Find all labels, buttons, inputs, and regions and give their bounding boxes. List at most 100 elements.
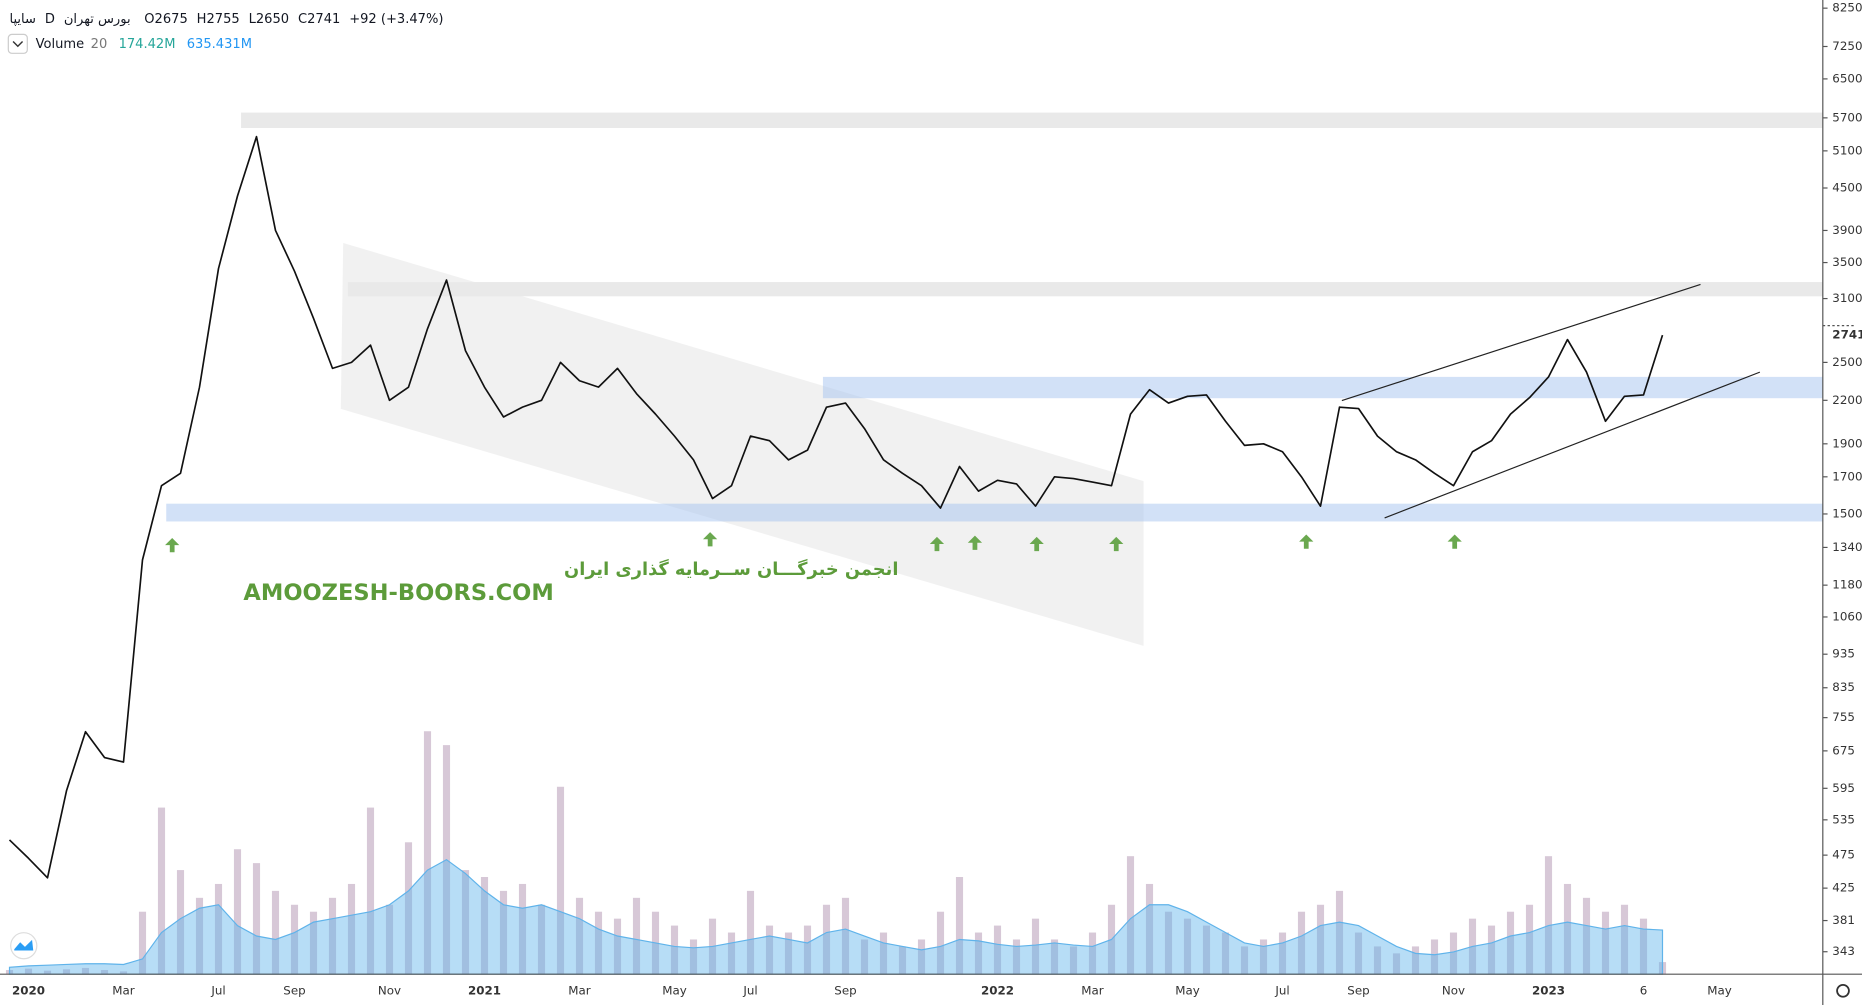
x-tick-label: Jul xyxy=(742,983,757,997)
y-tick-label: 425 xyxy=(1832,881,1855,895)
x-tick-label: Sep xyxy=(834,983,856,997)
x-tick-label: Sep xyxy=(1347,983,1369,997)
y-tick-label: 3900 xyxy=(1832,223,1862,237)
y-tick-label: 2500 xyxy=(1832,355,1862,369)
indicator: Volume xyxy=(36,36,85,51)
volume-bar xyxy=(1487,925,1496,975)
volume-bar xyxy=(423,731,432,975)
volume-bar xyxy=(24,968,33,975)
volume-legend: Volume 20 174.42M 635.431M xyxy=(36,36,252,51)
ohlc-label: C xyxy=(298,11,307,26)
y-tick-label: 755 xyxy=(1832,710,1855,724)
y-tick-label: 5700 xyxy=(1832,110,1862,124)
chevron xyxy=(12,40,24,48)
y-tick-label: 3100 xyxy=(1832,291,1862,305)
volume-bar xyxy=(1183,918,1192,975)
volume-bar xyxy=(1316,904,1325,975)
y-tick-label: 595 xyxy=(1832,781,1855,795)
volume-bar xyxy=(1145,883,1154,975)
arrow-up xyxy=(165,538,180,553)
y-tick-label: 1340 xyxy=(1832,540,1862,554)
volume-bar xyxy=(556,786,565,975)
volume-bar xyxy=(271,890,280,975)
axes: 8250 7250 6500 5700 5100 4500 3900 3500 3100 2500… xyxy=(12,1,1862,998)
volume-bar xyxy=(841,897,850,975)
y-tick-label: 1180 xyxy=(1832,578,1862,592)
volume-bar xyxy=(233,849,242,975)
volume-bar xyxy=(43,970,52,975)
logo-mark xyxy=(14,939,34,951)
ohlc-value: 2675 xyxy=(155,11,188,26)
y-tick-label: 475 xyxy=(1832,848,1855,862)
volume-bar xyxy=(936,911,945,975)
arrow-up xyxy=(929,536,945,552)
volume-bar xyxy=(784,932,793,975)
y-tick-label: 535 xyxy=(1832,812,1855,826)
volume-bar xyxy=(746,890,755,975)
volume-bar xyxy=(1430,939,1439,975)
x-tick-label: Jul xyxy=(210,983,225,997)
header: سایپا D بورس تهران O2675 H2755 L2650 C27… xyxy=(10,11,444,26)
volume-bar xyxy=(822,904,831,975)
volume-bar xyxy=(898,946,907,975)
x-tick-label: 2022 xyxy=(981,983,1014,997)
arrows xyxy=(165,532,1462,553)
volume-bar xyxy=(157,807,166,975)
volume-bar xyxy=(632,897,641,975)
volume-bar xyxy=(252,863,261,975)
exchange: بورس تهران xyxy=(64,11,131,26)
volume-bar xyxy=(366,807,375,975)
volume-bar xyxy=(594,911,603,975)
y-tick-label: 1900 xyxy=(1832,436,1862,450)
x-tick-label: Jul xyxy=(1274,983,1289,997)
volume-bar xyxy=(1620,904,1629,975)
y-tick-label: 343 xyxy=(1832,944,1855,958)
settings-icon[interactable] xyxy=(1836,983,1850,998)
volume-bar xyxy=(879,932,888,975)
volume-bar xyxy=(1297,911,1306,975)
y-tick-label: 675 xyxy=(1832,743,1855,757)
price-pane xyxy=(8,135,1664,879)
volume-bar xyxy=(917,939,926,975)
y-tick-label: 1060 xyxy=(1832,609,1862,623)
arrow-up xyxy=(967,535,983,550)
volume-bar xyxy=(1259,939,1268,975)
arrow-up xyxy=(1299,534,1314,549)
ohlc-value: 2741 xyxy=(307,11,340,26)
volume-value: 174.42M xyxy=(119,36,176,51)
change: +92 (+3.47%) xyxy=(349,11,443,26)
volume-bar xyxy=(1563,883,1572,975)
x-tick-label: 2020 xyxy=(12,983,45,997)
symbol: سایپا xyxy=(10,11,36,26)
volume-bar xyxy=(290,904,299,975)
volume-bar xyxy=(1582,897,1591,975)
volume-bar xyxy=(993,925,1002,975)
volume-bar xyxy=(461,870,470,975)
indicator-length: 20 xyxy=(91,36,108,51)
volume-bar xyxy=(1373,946,1382,975)
resistance-zone xyxy=(347,282,1823,297)
support-zone xyxy=(166,503,1823,522)
volume-bar xyxy=(1126,856,1135,975)
volume-bar xyxy=(1449,932,1458,975)
x-tick-label: May xyxy=(1175,983,1200,997)
volume-bar xyxy=(138,911,147,975)
x-tick-label: 2023 xyxy=(1532,983,1565,997)
volume-bar xyxy=(328,897,337,975)
x-tick-label: Nov xyxy=(1442,983,1465,997)
volume-bar xyxy=(518,883,527,975)
y-tick-label: 381 xyxy=(1832,913,1855,927)
watermark-text: انجمن خبرگـــان ســرمایه گذاری ایران xyxy=(564,558,898,580)
trend-line xyxy=(1341,283,1701,402)
collapse-button[interactable] xyxy=(7,33,28,54)
volume-bar xyxy=(214,883,223,975)
volume-bar xyxy=(176,870,185,975)
volume-bar xyxy=(1354,932,1363,975)
x-tick-label: 2021 xyxy=(468,983,501,997)
arrow-up xyxy=(1029,536,1044,552)
x-tick-label: Mar xyxy=(112,983,135,997)
arrow-up xyxy=(703,532,718,547)
volume-bar xyxy=(62,969,71,975)
volume-bar xyxy=(1506,911,1515,975)
volume-bar xyxy=(1164,911,1173,975)
